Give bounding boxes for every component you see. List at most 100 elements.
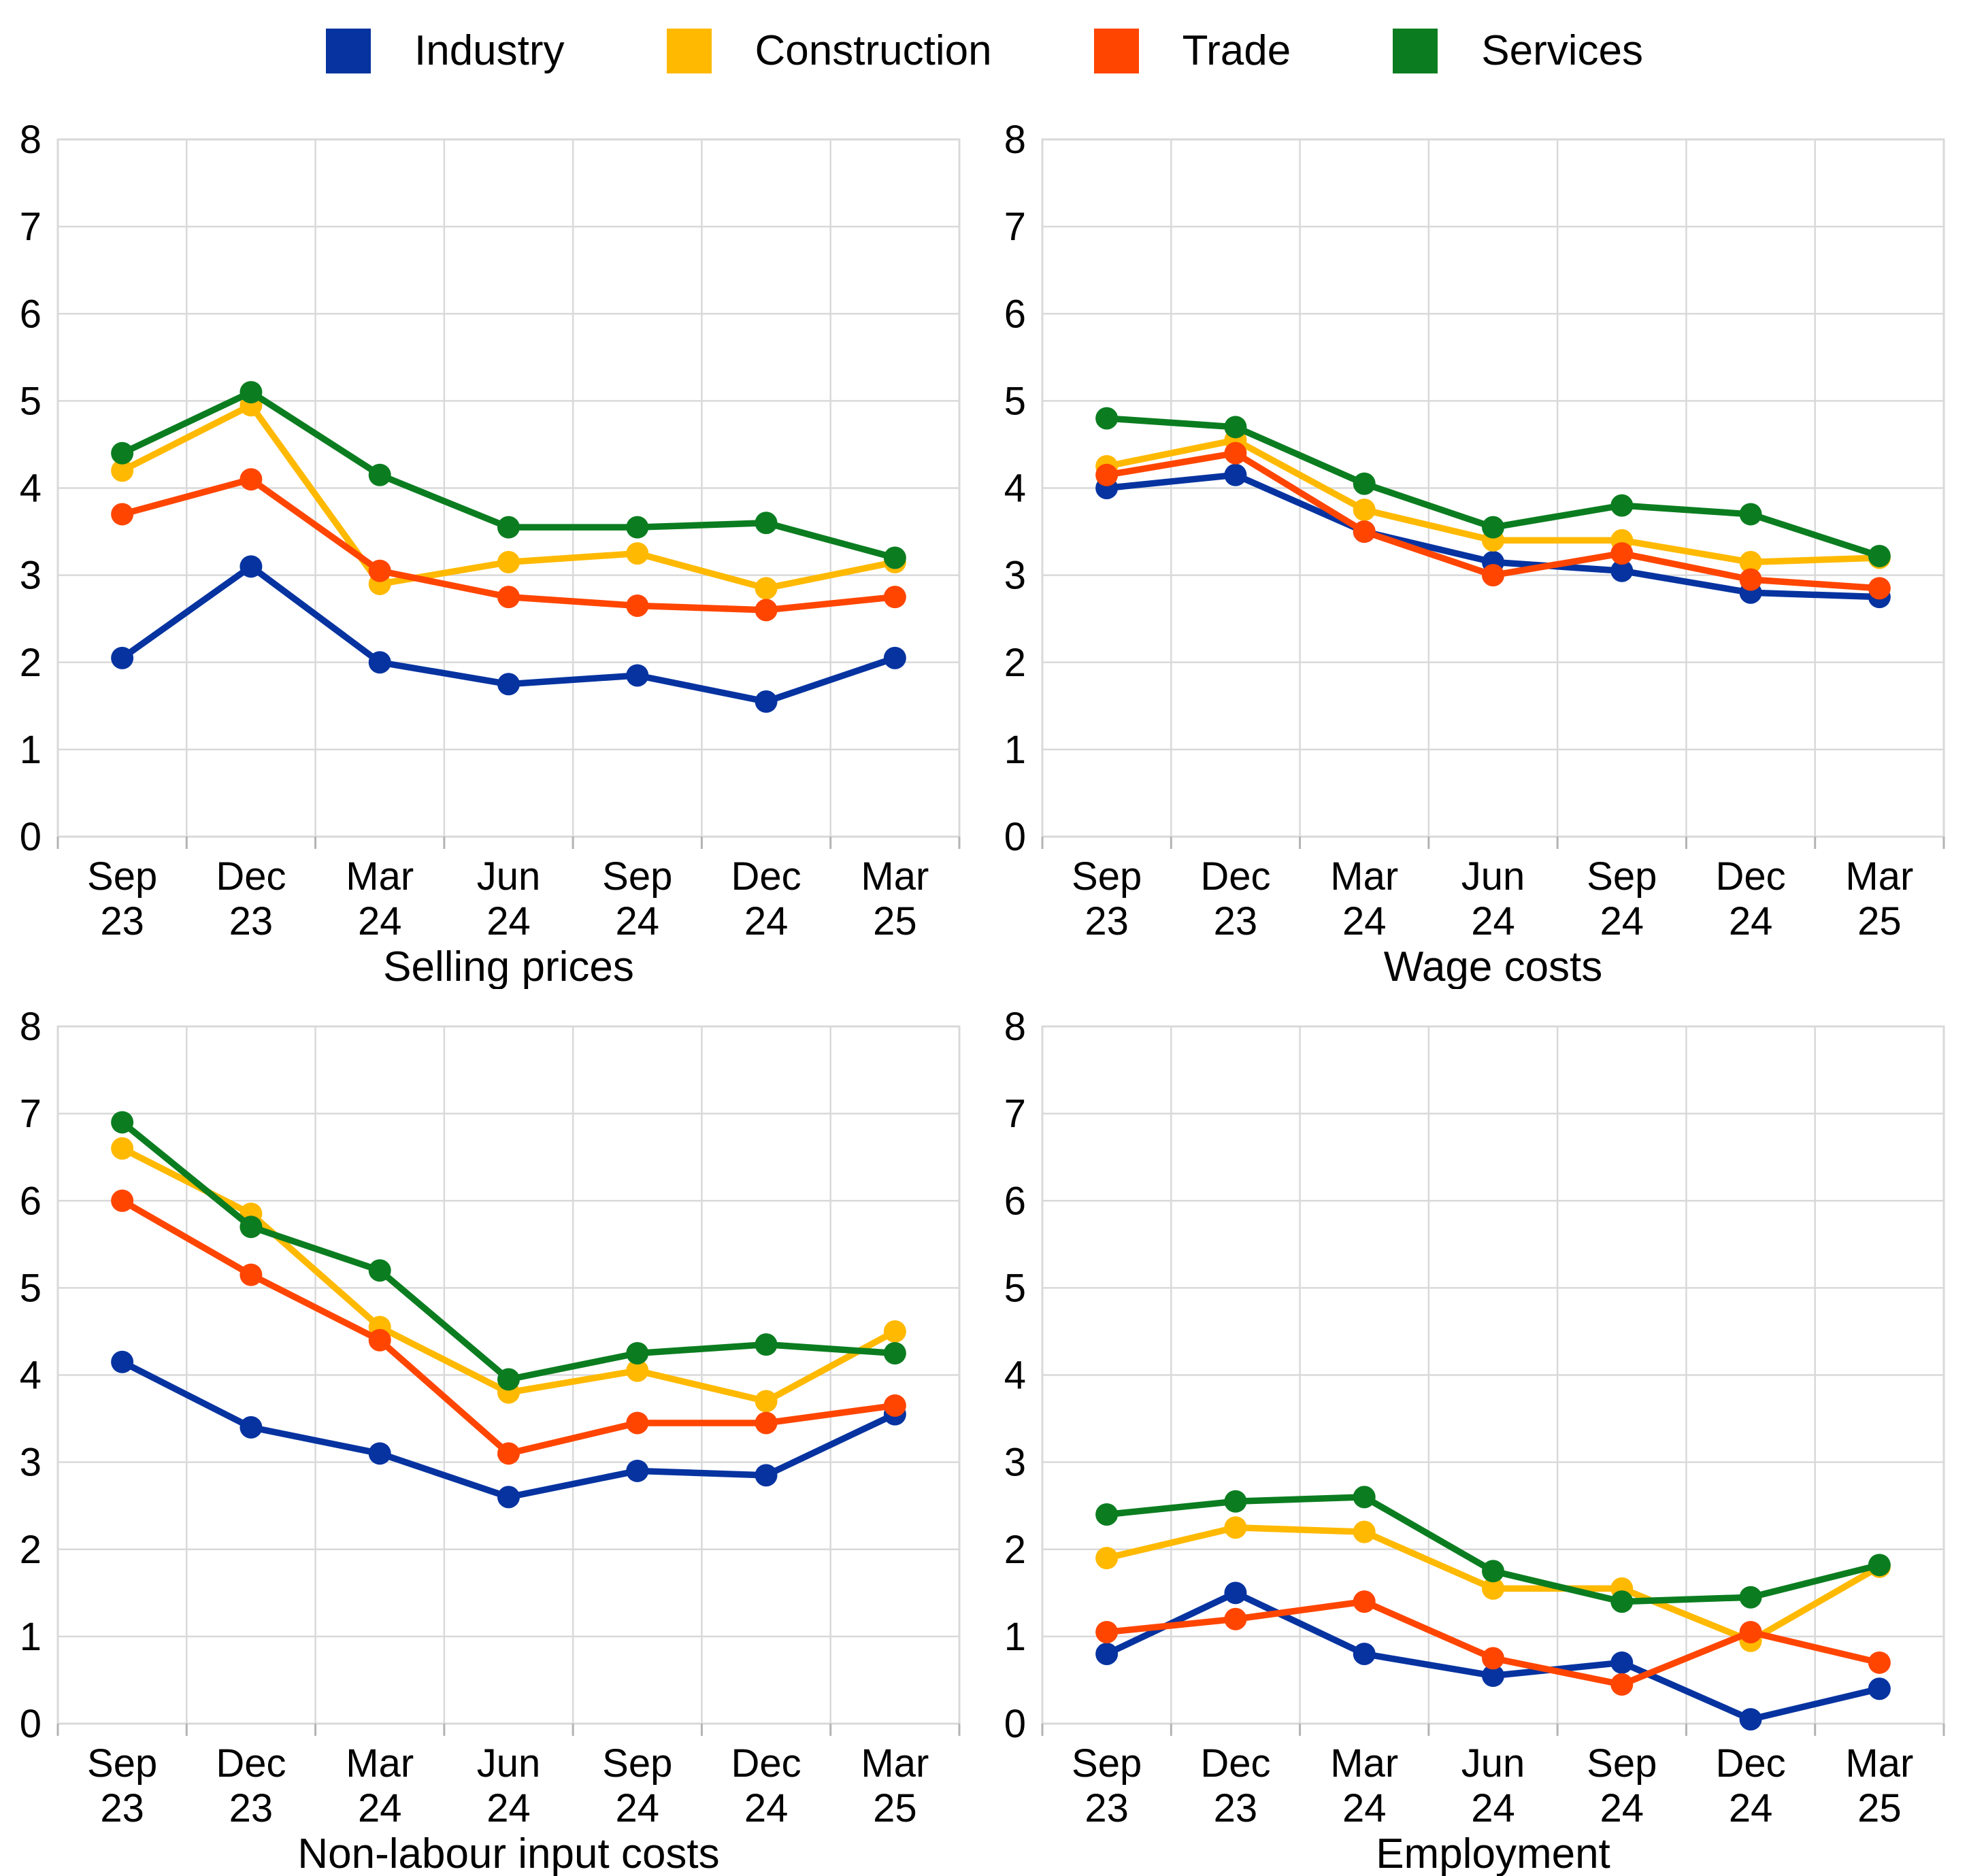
x-axis-ticks [1041,837,1945,849]
data-point [1610,542,1634,565]
x-axis-labels: Sep 23 Dec 23 Mar 24 Jun 24 Sep 24 Dec 24 Mar 25 [1072,1741,1913,1830]
svg-text:4: 4 [20,467,42,511]
series-services [111,1111,906,1391]
data-point [368,1328,391,1352]
svg-text:3: 3 [1004,1441,1026,1485]
data-point [1353,520,1376,543]
data-point [1868,544,1891,567]
data-point [1739,550,1762,573]
data-point [1739,568,1762,591]
svg-text:5: 5 [20,379,42,423]
data-point [239,381,263,404]
plot-border [56,138,961,838]
data-point [368,463,391,486]
series-services [111,381,906,569]
legend-label-construction: Construction [755,27,992,74]
svg-text:4: 4 [1004,467,1026,511]
data-point [497,1442,520,1465]
svg-text:5: 5 [1004,379,1026,423]
data-point [626,1411,649,1435]
series-construction [1095,1516,1891,1652]
data-point [497,550,520,573]
data-point [883,586,906,609]
data-point [1095,1503,1119,1526]
data-point [1482,1577,1504,1600]
data-point [1095,463,1119,486]
series-line [118,1145,899,1405]
data-point [1482,564,1504,587]
data-point [1095,1643,1119,1665]
legend-swatch-trade [1093,29,1139,73]
data-point [755,512,778,535]
svg-text:7: 7 [20,205,42,249]
svg-text:0: 0 [20,1702,42,1746]
data-point [497,673,520,696]
chart-selling-prices: 0 1 2 3 4 5 6 7 8 Sep 23 Dec 23 Mar 24 Jun 24 Sep 24 Dec 24 M… [0,102,984,989]
gridlines [1042,139,1944,837]
data-point [1095,407,1119,430]
svg-text:6: 6 [1004,292,1026,336]
chart-title: Employment [1376,1830,1610,1876]
plot-border [56,1025,961,1725]
data-point [1482,1647,1504,1670]
svg-text:8: 8 [20,1005,42,1049]
svg-text:8: 8 [1004,118,1026,162]
data-point [755,599,778,622]
data-point [111,1350,134,1373]
x-axis-labels: Sep 23 Dec 23 Mar 24 Jun 24 Sep 24 Dec 24 Mar 25 [1072,854,1913,943]
data-point [239,1263,263,1286]
data-point [755,1390,778,1413]
data-point [626,1459,649,1482]
svg-text:1: 1 [20,728,42,772]
data-point [1610,559,1634,582]
data-point [497,586,520,609]
data-point [1224,416,1247,439]
data-point [1353,472,1376,495]
data-point [1482,1560,1504,1583]
legend-item-services: Services [1393,29,1643,73]
series-industry [1095,1581,1891,1731]
data-point [368,559,391,582]
series-line [118,1119,899,1383]
data-point [368,651,391,674]
svg-text:7: 7 [1004,1092,1026,1136]
series-trade [1095,441,1891,600]
data-point [497,516,520,539]
data-point [1610,1590,1634,1613]
svg-text:2: 2 [20,1528,42,1572]
data-point [111,1111,134,1134]
svg-text:1: 1 [20,1615,42,1659]
data-point [239,1416,263,1439]
data-point [1353,1520,1376,1543]
legend-item-industry: Industry [325,29,565,73]
y-axis-labels: 0 1 2 3 4 5 6 7 8 [1004,1005,1026,1746]
chart-svg: 0 1 2 3 4 5 6 7 8 Sep 23 Dec 23 Mar 24 Jun 24 Sep 24 Dec 24 M… [20,118,961,989]
svg-text:1: 1 [1004,728,1026,772]
svg-text:3: 3 [20,1441,42,1485]
series-services [1095,1486,1891,1613]
y-axis-labels: 0 1 2 3 4 5 6 7 8 [20,118,42,859]
series-trade [1095,1590,1891,1696]
data-point [239,1216,263,1239]
data-point [883,646,906,669]
series-trade [111,1189,906,1465]
legend-item-trade: Trade [1093,29,1291,73]
data-point [1353,1486,1376,1509]
data-point [755,690,778,713]
data-point [1353,1643,1376,1665]
data-point [1224,1607,1247,1630]
svg-text:8: 8 [1004,1005,1026,1049]
